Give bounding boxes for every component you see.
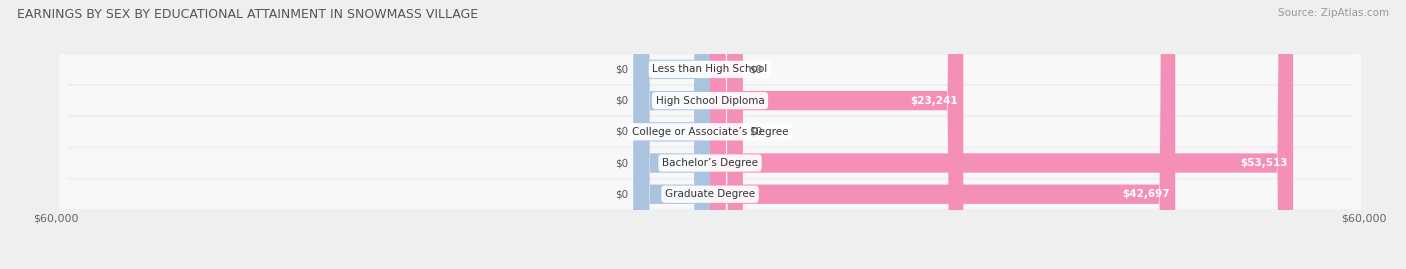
FancyBboxPatch shape [634,0,710,269]
FancyBboxPatch shape [59,0,1361,269]
FancyBboxPatch shape [634,0,710,269]
Text: $0: $0 [616,64,628,75]
Text: $53,513: $53,513 [1240,158,1288,168]
Text: Less than High School: Less than High School [652,64,768,75]
Text: $23,241: $23,241 [911,95,957,106]
Text: EARNINGS BY SEX BY EDUCATIONAL ATTAINMENT IN SNOWMASS VILLAGE: EARNINGS BY SEX BY EDUCATIONAL ATTAINMEN… [17,8,478,21]
Text: Bachelor’s Degree: Bachelor’s Degree [662,158,758,168]
Text: High School Diploma: High School Diploma [655,95,765,106]
Text: $0: $0 [616,95,628,106]
Text: College or Associate’s Degree: College or Associate’s Degree [631,127,789,137]
FancyBboxPatch shape [710,0,1294,269]
Text: $0: $0 [749,127,762,137]
FancyBboxPatch shape [710,0,742,269]
FancyBboxPatch shape [59,0,1361,269]
Text: $0: $0 [749,64,762,75]
FancyBboxPatch shape [634,0,710,269]
FancyBboxPatch shape [634,0,710,269]
Text: Source: ZipAtlas.com: Source: ZipAtlas.com [1278,8,1389,18]
Text: $42,697: $42,697 [1122,189,1170,199]
FancyBboxPatch shape [634,0,710,269]
Text: $0: $0 [616,158,628,168]
FancyBboxPatch shape [710,0,742,269]
FancyBboxPatch shape [59,0,1361,269]
FancyBboxPatch shape [59,0,1361,269]
Text: Graduate Degree: Graduate Degree [665,189,755,199]
FancyBboxPatch shape [59,0,1361,269]
Text: $0: $0 [616,127,628,137]
FancyBboxPatch shape [710,0,1175,269]
FancyBboxPatch shape [710,0,963,269]
Text: $0: $0 [616,189,628,199]
